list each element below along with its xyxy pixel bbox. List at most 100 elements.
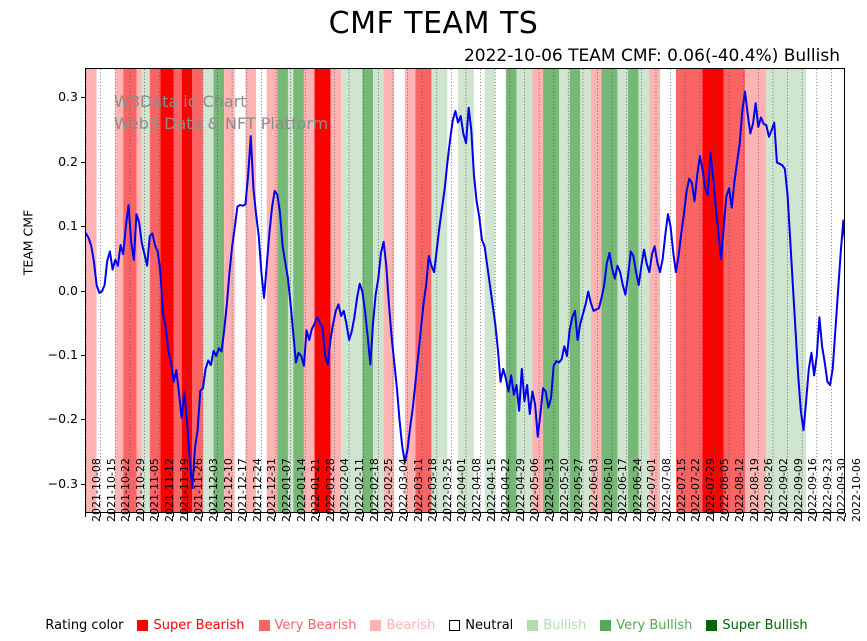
x-tick-mark [523,513,525,517]
rating-band [136,69,142,512]
x-tick-mark [85,513,86,517]
rating-band [532,69,544,512]
legend-swatch-icon [600,619,612,631]
x-tick-label: 2022-08-12 [733,458,747,522]
x-tick-label: 2021-11-05 [148,458,162,522]
rating-band [569,69,581,512]
rating-band [617,69,629,512]
legend-item[interactable]: Neutral [449,618,513,633]
x-tick-mark [465,513,466,517]
rating-band [181,69,193,512]
x-tick-mark [362,513,364,517]
x-tick-label: 2022-04-08 [470,458,483,522]
x-tick-label: 2022-02-11 [353,458,367,522]
rating-band [745,69,767,512]
x-tick-mark [318,513,320,517]
x-tick-label: 2022-09-23 [820,458,834,522]
y-tick-label: −0.3 [47,475,78,491]
x-tick-label: 2022-06-03 [586,458,600,522]
rating-band [415,69,432,512]
rating-band [149,69,161,512]
legend-swatch-icon [449,619,461,631]
rating-band [277,69,288,512]
legend-item[interactable]: Super Bearish [137,618,245,633]
rating-band [723,69,746,512]
legend-label: Bearish [386,617,436,633]
x-tick-mark [596,513,598,517]
x-tick-label: 2021-11-19 [177,458,191,522]
x-tick-label: 2021-12-03 [206,458,220,522]
x-tick-mark [187,513,189,517]
rating-band [580,69,591,512]
legend-item[interactable]: Super Bullish [706,617,808,633]
rating-band [314,69,331,512]
rating-color-legend: Rating color Super Bearish Very Bearish Be… [0,613,867,637]
x-tick-label: 2022-10-06 [850,458,863,522]
y-tick-mark [81,290,85,292]
x-tick-label: 2022-04-01 [455,458,469,522]
rating-band [330,69,342,512]
legend-item[interactable]: Bearish [370,618,435,633]
x-tick-label: 2022-07-22 [689,458,703,522]
x-tick-label: 2022-05-13 [543,458,557,522]
x-tick-label: 2022-09-02 [776,458,790,522]
legend-label: Very Bearish [274,617,357,633]
x-tick-mark [99,513,101,517]
y-tick-label: −0.2 [47,411,78,427]
legend-swatch-icon [527,619,539,631]
x-tick-label: 2022-05-27 [572,458,586,522]
x-tick-mark [114,513,116,517]
legend-item[interactable]: Bullish [527,618,586,633]
x-tick-mark [698,513,700,517]
y-tick-label: 0.2 [58,153,78,169]
plot-svg [86,69,844,512]
x-tick-mark [406,513,408,517]
x-tick-label: 2022-01-21 [309,458,323,522]
x-tick-mark [231,513,233,517]
rating-band [559,69,570,512]
x-tick-label: 2022-05-06 [528,458,542,522]
legend-item[interactable]: Very Bullish [600,618,692,633]
rating-band [96,69,116,512]
legend-label: Very Bullish [616,617,693,633]
rating-band [659,69,676,512]
x-tick-mark [289,513,291,517]
x-tick-mark [158,513,160,517]
x-tick-label: 2022-07-29 [703,458,717,522]
x-tick-mark [669,513,671,517]
x-tick-label: 2021-10-15 [104,458,118,522]
rating-band [628,69,639,512]
y-tick-mark [81,419,85,421]
x-tick-mark [830,513,832,517]
x-tick-mark [625,513,627,517]
x-tick-mark [684,513,686,517]
x-tick-label: 2022-02-25 [382,458,396,522]
legend-label: Bullish [543,617,587,633]
x-tick-label: 2021-11-26 [192,458,206,522]
y-tick-mark [81,483,85,485]
x-tick-label: 2021-11-12 [163,458,177,522]
x-tick-mark [815,513,817,517]
x-tick-mark [391,513,393,517]
y-tick-label: 0.0 [58,282,78,298]
x-tick-label: 2022-04-29 [513,458,527,522]
rating-band [495,69,506,512]
legend-swatch-icon [137,619,149,631]
x-tick-label: 2022-01-14 [294,458,308,522]
rating-band [601,69,618,512]
x-tick-mark [377,513,379,517]
x-tick-label: 2021-12-24 [250,458,264,522]
rating-band [404,69,416,512]
x-tick-label: 2021-12-31 [265,458,279,522]
x-tick-mark [567,513,569,517]
x-tick-mark [348,513,350,517]
rating-band [431,69,448,512]
y-axis-label: TEAM CMF [20,209,36,276]
rating-band [123,69,137,512]
x-tick-mark [333,513,335,517]
x-tick-mark [786,513,788,517]
x-tick-mark [128,513,130,517]
legend-label: Super Bullish [722,617,808,633]
x-tick-mark [771,513,773,517]
legend-item[interactable]: Very Bearish [258,617,357,633]
